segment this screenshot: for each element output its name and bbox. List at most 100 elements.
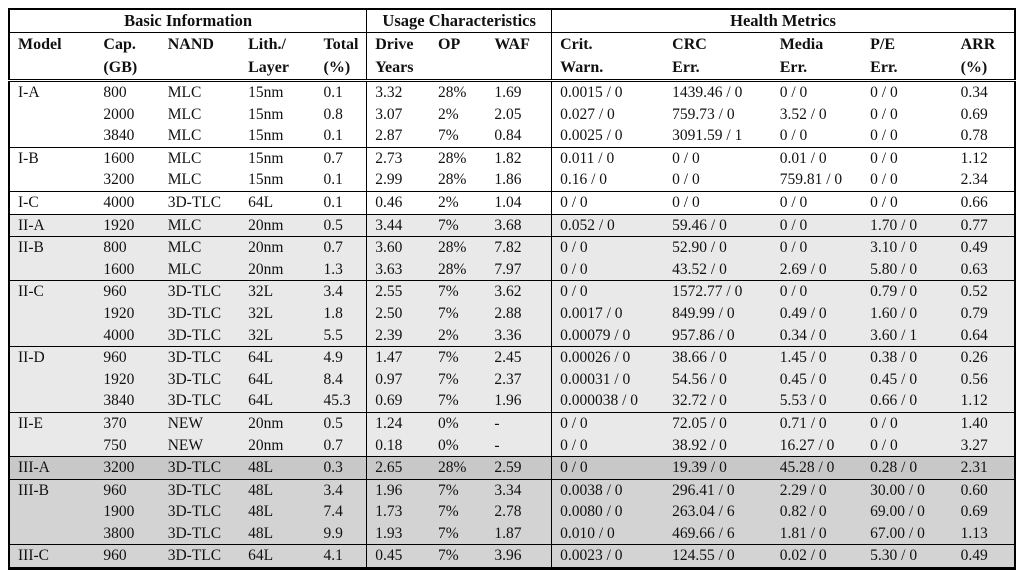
cell-pe-err: 0.66 / 0 <box>862 390 953 413</box>
cell-model <box>9 501 96 523</box>
table-row: III-B 960 3D-TLC 48L 3.4 1.96 7% 3.34 0.0038 / 0… <box>9 478 1015 502</box>
col-header-total-pct: Total (%) <box>315 32 367 82</box>
cell-pe-err: 1.60 / 0 <box>862 302 953 325</box>
col-header-pe-err: P/E Err. <box>862 32 953 82</box>
cell-waf: 3.34 <box>486 478 552 502</box>
cell-total-pct: 4.9 <box>315 346 367 369</box>
table-row: 4000 3D-TLC 32L 5.5 2.39 2% 3.36 0.00079 / 0 957… <box>9 324 1015 347</box>
table-row: 3800 3D-TLC 48L 9.9 1.93 7% 1.87 0.010 / 0 469.6… <box>9 522 1015 545</box>
cell-cap: 3840 <box>95 125 160 148</box>
cell-nand: 3D-TLC <box>159 478 241 502</box>
cell-nand: MLC <box>159 213 241 237</box>
cell-total-pct: 1.8 <box>315 302 367 325</box>
cell-drive-years: 1.93 <box>366 522 431 545</box>
cell-op: 7% <box>430 346 487 369</box>
col-header-line: (%) <box>323 59 351 76</box>
cell-crit-warn: 0.0080 / 0 <box>551 501 665 523</box>
cell-total-pct: 0.7 <box>315 236 367 259</box>
cell-total-pct: 1.3 <box>315 258 367 281</box>
cell-drive-years: 2.65 <box>366 456 431 480</box>
col-header-nand: NAND <box>159 32 241 82</box>
cell-pe-err: 3.60 / 1 <box>862 324 953 347</box>
cell-cap: 1920 <box>95 302 160 325</box>
cell-lith-layer: 20nm <box>240 411 316 435</box>
cell-crit-warn: 0 / 0 <box>551 258 665 281</box>
cell-cap: 1600 <box>95 146 160 170</box>
table-header: Basic Information Usage Characteristics … <box>9 9 1015 82</box>
cell-lith-layer: 15nm <box>240 146 316 170</box>
cell-arr-pct: 1.13 <box>952 522 1015 545</box>
cell-lith-layer: 64L <box>240 390 316 413</box>
cell-crit-warn: 0.027 / 0 <box>551 103 665 126</box>
cell-pe-err: 0 / 0 <box>862 169 953 192</box>
cell-op: 7% <box>430 280 487 303</box>
cell-pe-err: 0 / 0 <box>862 79 953 104</box>
cell-crit-warn: 0.0015 / 0 <box>551 79 665 104</box>
cell-waf: 2.37 <box>486 368 552 391</box>
cell-crit-warn: 0.0038 / 0 <box>551 478 665 502</box>
cell-drive-years: 2.39 <box>366 324 431 347</box>
cell-crit-warn: 0 / 0 <box>551 190 665 215</box>
cell-media-err: 3.52 / 0 <box>771 103 863 126</box>
cell-lith-layer: 64L <box>240 368 316 391</box>
cell-nand: MLC <box>159 258 241 281</box>
cell-drive-years: 2.87 <box>366 125 431 148</box>
cell-cap: 3200 <box>95 169 160 192</box>
cell-nand: 3D-TLC <box>159 302 241 325</box>
cell-op: 7% <box>430 501 487 523</box>
cell-op: 28% <box>430 169 487 192</box>
cell-media-err: 2.69 / 0 <box>771 258 863 281</box>
cell-waf: 1.96 <box>486 390 552 413</box>
cell-arr-pct: 0.56 <box>952 368 1015 391</box>
cell-op: 7% <box>430 213 487 237</box>
cell-waf: 1.04 <box>486 190 552 215</box>
cell-drive-years: 0.18 <box>366 434 431 457</box>
cell-media-err: 16.27 / 0 <box>771 434 863 457</box>
cell-nand: 3D-TLC <box>159 280 241 303</box>
cell-media-err: 0 / 0 <box>771 125 863 148</box>
col-header-line: Cap. <box>103 36 136 53</box>
cell-cap: 800 <box>95 79 160 104</box>
cell-arr-pct: 1.12 <box>952 146 1015 170</box>
cell-arr-pct: 0.60 <box>952 478 1015 502</box>
cell-op: 7% <box>430 390 487 413</box>
cell-pe-err: 5.30 / 0 <box>862 544 953 569</box>
cell-model: III-A <box>9 456 96 480</box>
cell-drive-years: 1.96 <box>366 478 431 502</box>
cell-total-pct: 7.4 <box>315 501 367 523</box>
cell-lith-layer: 48L <box>240 501 316 523</box>
cell-drive-years: 2.55 <box>366 280 431 303</box>
cell-model <box>9 368 96 391</box>
table-row: II-D 960 3D-TLC 64L 4.9 1.47 7% 2.45 0.00026 / 0… <box>9 346 1015 369</box>
cell-drive-years: 3.60 <box>366 236 431 259</box>
ssd-models-table: Basic Information Usage Characteristics … <box>8 8 1016 571</box>
col-header-crc-err: CRC Err. <box>664 32 772 82</box>
cell-waf: 2.59 <box>486 456 552 480</box>
cell-crc-err: 59.46 / 0 <box>664 213 772 237</box>
cell-crit-warn: 0.00031 / 0 <box>551 368 665 391</box>
cell-crc-err: 759.73 / 0 <box>664 103 772 126</box>
table-row: II-E 370 NEW 20nm 0.5 1.24 0% -0 / 0 72.05 / 0 0.… <box>9 411 1015 435</box>
cell-crit-warn: 0 / 0 <box>551 456 665 480</box>
col-header-line: WAF <box>494 36 530 53</box>
section-header-row: Basic Information Usage Characteristics … <box>9 9 1015 33</box>
cell-waf: 3.68 <box>486 213 552 237</box>
cell-arr-pct: 0.77 <box>952 213 1015 237</box>
cell-lith-layer: 20nm <box>240 236 316 259</box>
cell-drive-years: 0.97 <box>366 368 431 391</box>
cell-nand: 3D-TLC <box>159 456 241 480</box>
cell-media-err: 0.49 / 0 <box>771 302 863 325</box>
cell-lith-layer: 64L <box>240 190 316 215</box>
cell-nand: MLC <box>159 169 241 192</box>
cell-lith-layer: 20nm <box>240 258 316 281</box>
cell-cap: 960 <box>95 346 160 369</box>
cell-total-pct: 3.4 <box>315 280 367 303</box>
cell-lith-layer: 64L <box>240 346 316 369</box>
cell-nand: 3D-TLC <box>159 346 241 369</box>
cell-drive-years: 0.46 <box>366 190 431 215</box>
cell-lith-layer: 32L <box>240 302 316 325</box>
cell-model <box>9 103 96 126</box>
cell-arr-pct: 1.12 <box>952 390 1015 413</box>
table-body: I-A 800 MLC 15nm 0.1 3.32 28% 1.69 0.0015 / 0 143… <box>9 79 1015 569</box>
